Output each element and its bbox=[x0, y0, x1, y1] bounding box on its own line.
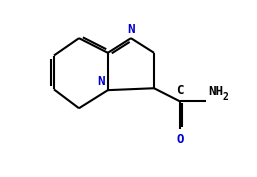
Text: N: N bbox=[97, 75, 105, 88]
Text: O: O bbox=[176, 133, 183, 146]
Text: C: C bbox=[176, 84, 183, 98]
Text: 2: 2 bbox=[222, 92, 228, 102]
Text: NH: NH bbox=[208, 85, 223, 98]
Text: N: N bbox=[127, 23, 135, 36]
